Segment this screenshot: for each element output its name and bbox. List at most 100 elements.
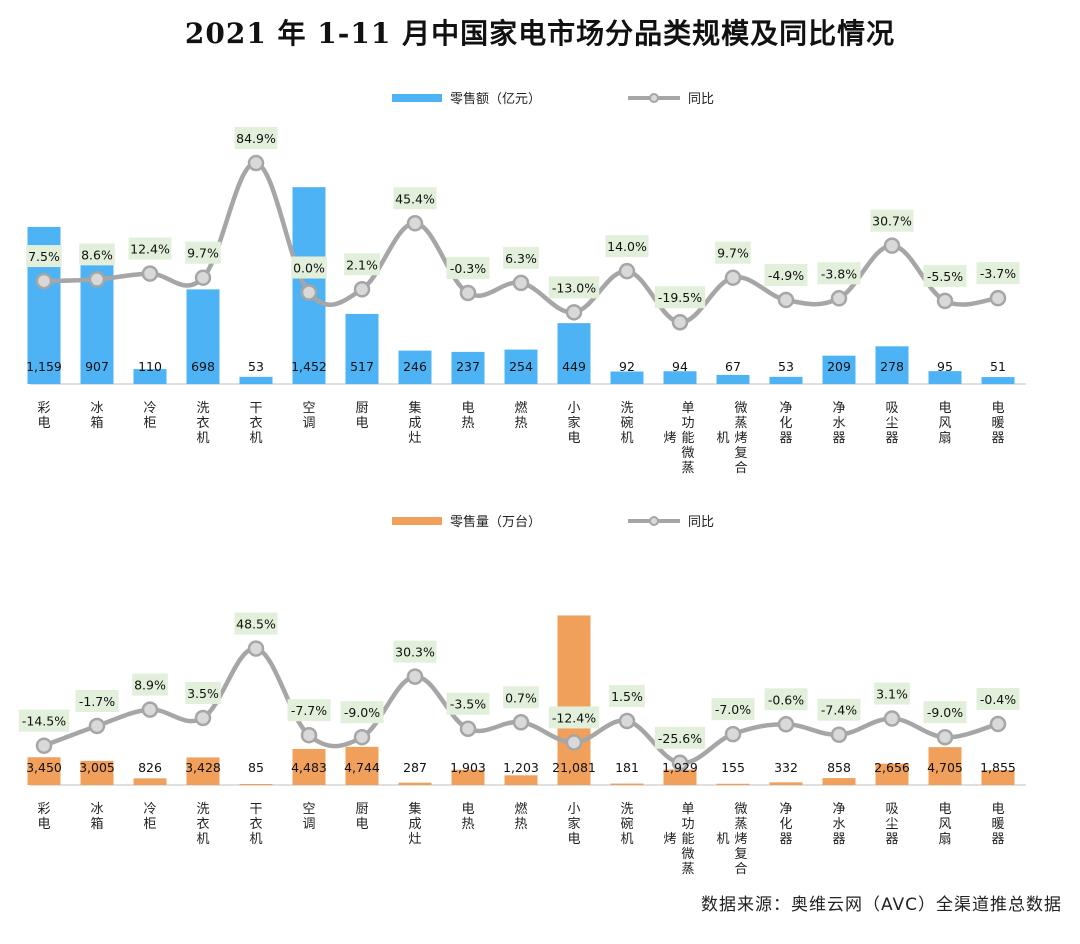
bar bbox=[27, 757, 61, 785]
category-label: 电风扇 bbox=[938, 401, 951, 446]
bar-value-label: 67 bbox=[725, 359, 741, 374]
category-char: 吸 bbox=[885, 802, 898, 817]
category-label: 电热 bbox=[461, 401, 474, 431]
bar-value-label: 1,159 bbox=[26, 359, 62, 374]
category-char: 集 bbox=[408, 801, 421, 817]
yoy-point bbox=[194, 269, 212, 286]
category-label: 冷柜 bbox=[143, 802, 156, 832]
bar bbox=[239, 376, 273, 384]
bar bbox=[981, 377, 1015, 384]
category-label: 冰箱 bbox=[90, 802, 103, 832]
category-char: 风 bbox=[938, 817, 951, 832]
category-char: 蒸 bbox=[734, 416, 747, 431]
yoy-label-bg bbox=[132, 673, 168, 696]
category-char: 烤 bbox=[734, 431, 747, 446]
bar-value-label: 278 bbox=[880, 359, 904, 374]
yoy-label: 12.4% bbox=[130, 242, 170, 257]
yoy-label-bg bbox=[393, 187, 437, 210]
category-char: 碗 bbox=[620, 816, 633, 832]
category-char: 尘 bbox=[885, 416, 898, 431]
category-char: 厨 bbox=[355, 401, 368, 416]
bar bbox=[663, 769, 697, 785]
bar bbox=[345, 746, 379, 785]
bar-value-label: 3,005 bbox=[79, 760, 115, 775]
category-char: 衣 bbox=[249, 415, 262, 431]
category-char: 蒸 bbox=[734, 817, 747, 832]
yoy-point bbox=[459, 284, 477, 302]
bar bbox=[345, 313, 379, 384]
category-label: 空调 bbox=[302, 802, 315, 832]
category-char: 冷 bbox=[143, 802, 156, 817]
yoy-label-bg bbox=[128, 237, 172, 260]
bar-value-label: 4,744 bbox=[344, 760, 380, 775]
legend: 零售额（亿元） 同比 bbox=[392, 91, 714, 107]
category-char: 化 bbox=[779, 817, 792, 832]
legend: 零售量（万台） 同比 bbox=[392, 514, 714, 530]
category-char: 空 bbox=[302, 401, 315, 416]
yoy-label: 84.9% bbox=[236, 131, 276, 146]
category-label: 电暖器 bbox=[991, 802, 1004, 847]
yoy-label-bg bbox=[548, 276, 600, 299]
bar-value-label: 181 bbox=[615, 760, 639, 775]
bar-value-label: 53 bbox=[248, 359, 264, 374]
category-char: 干 bbox=[249, 802, 262, 817]
category-char: 烤 bbox=[663, 832, 676, 847]
yoy-point bbox=[247, 154, 265, 172]
yoy-label: 45.4% bbox=[395, 191, 435, 206]
yoy-label: -3.5% bbox=[450, 697, 486, 712]
category-char: 器 bbox=[779, 832, 792, 847]
bar-value-label: 92 bbox=[619, 359, 635, 374]
yoy-label-bg bbox=[715, 241, 751, 264]
bar-value-label: 95 bbox=[937, 359, 953, 374]
yoy-label: -1.7% bbox=[79, 694, 115, 709]
yoy-label-bg bbox=[870, 209, 914, 232]
category-char: 干 bbox=[249, 401, 262, 416]
yoy-label-bg bbox=[764, 688, 808, 711]
bar-value-label: 4,483 bbox=[291, 760, 327, 775]
category-char: 电 bbox=[461, 802, 474, 817]
category-label: 集成灶 bbox=[408, 400, 421, 446]
panel-retail-volume: 零售量（万台） 同比 3,450 3,005 826 3,428 85 4,483 4,744 2… bbox=[18, 514, 1026, 877]
bar-value-label: 237 bbox=[456, 359, 480, 374]
bar bbox=[822, 778, 856, 785]
category-char: 电 bbox=[37, 416, 50, 431]
yoy-label: 6.3% bbox=[505, 251, 537, 266]
yoy-point bbox=[194, 709, 212, 727]
category-char: 衣 bbox=[196, 816, 209, 832]
category-char: 燃 bbox=[514, 400, 527, 416]
bar-value-label: 449 bbox=[562, 359, 586, 374]
yoy-label: -7.7% bbox=[291, 703, 327, 718]
yoy-point bbox=[618, 262, 636, 280]
category-char: 衣 bbox=[196, 415, 209, 431]
category-label: 冰箱 bbox=[90, 401, 103, 431]
yoy-label-bg bbox=[185, 241, 221, 264]
category-char: 洗 bbox=[196, 401, 209, 416]
category-label: 干衣机 bbox=[249, 802, 262, 847]
category-char: 热 bbox=[514, 817, 527, 832]
bar-value-label: 1,452 bbox=[291, 359, 327, 374]
category-char: 器 bbox=[832, 832, 845, 847]
bar bbox=[133, 369, 167, 384]
yoy-point bbox=[989, 715, 1007, 733]
bar bbox=[875, 763, 909, 785]
category-char: 暖 bbox=[991, 416, 1004, 431]
category-char: 电 bbox=[567, 832, 580, 847]
category-char: 家 bbox=[567, 415, 580, 431]
yoy-point bbox=[406, 215, 424, 232]
category-char: 能 bbox=[681, 431, 694, 446]
category-label: 厨电 bbox=[355, 802, 368, 832]
category-char: 电 bbox=[461, 401, 474, 416]
yoy-label-bg bbox=[18, 709, 70, 732]
yoy-label: -4.9% bbox=[768, 268, 804, 283]
category-label: 彩电 bbox=[37, 401, 50, 431]
yoy-label-bg bbox=[976, 687, 1020, 710]
yoy-label: 14.0% bbox=[607, 239, 647, 254]
yoy-label: 7.5% bbox=[28, 249, 60, 264]
legend-swatch-bar bbox=[392, 517, 442, 525]
yoy-label-bg bbox=[923, 701, 967, 724]
yoy-point bbox=[724, 725, 742, 743]
legend-label-line: 同比 bbox=[688, 92, 714, 107]
bar-value-label: 517 bbox=[350, 359, 374, 374]
category-label: 微蒸烤复合机 bbox=[716, 802, 747, 877]
yoy-point bbox=[777, 716, 795, 733]
